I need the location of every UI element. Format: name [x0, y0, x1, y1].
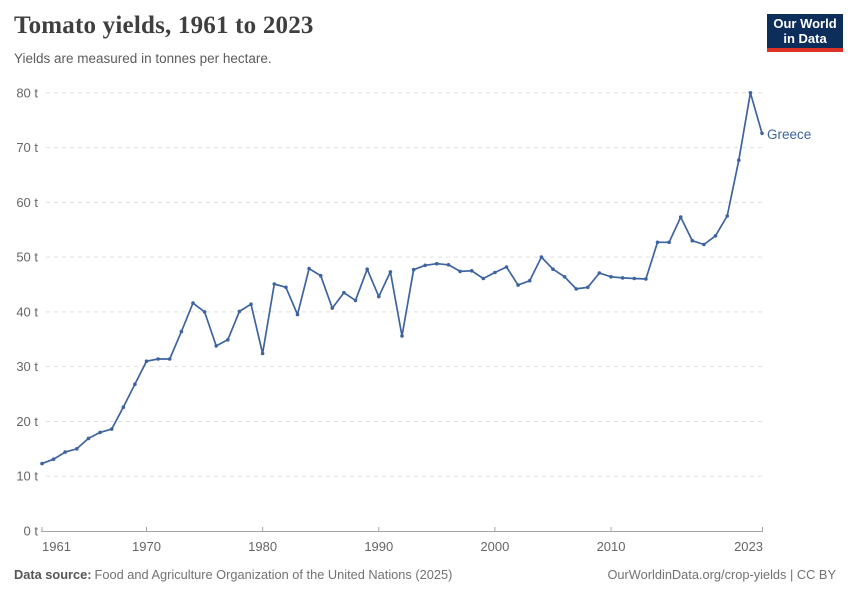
y-tick-label-40: 40 t: [16, 304, 38, 319]
data-point-2015: [667, 240, 671, 245]
data-point-1997: [458, 269, 462, 274]
data-point-1962: [51, 457, 56, 462]
data-point-1971: [156, 357, 160, 361]
y-tick-label-70: 70 t: [16, 140, 38, 155]
chart-subtitle: Yields are measured in tonnes per hectar…: [14, 51, 272, 66]
owid-logo[interactable]: Our World in Data: [767, 14, 843, 52]
data-point-1965: [86, 436, 91, 441]
y-tick-label-30: 30 t: [16, 359, 38, 374]
data-point-2018: [702, 242, 706, 247]
x-tick-label-1961: 1961: [42, 539, 71, 554]
data-point-2022: [748, 91, 753, 95]
data-point-1985: [318, 273, 323, 278]
data-point-1978: [237, 309, 242, 314]
data-point-2010: [609, 275, 613, 279]
data-point-2002: [516, 283, 520, 287]
data-point-1972: [167, 357, 172, 361]
data-point-1968: [121, 405, 126, 410]
series-label-greece: Greece: [767, 127, 812, 142]
credit-link[interactable]: OurWorldinData.org/crop-yields | CC BY: [607, 567, 836, 582]
data-point-1981: [272, 282, 277, 286]
y-tick-label-50: 50 t: [16, 250, 38, 265]
y-tick-label-0: 0 t: [24, 524, 39, 539]
data-point-1991: [388, 270, 393, 274]
data-point-1983: [295, 312, 300, 317]
x-tick-label-1980: 1980: [248, 539, 277, 554]
y-tick-label-60: 60 t: [16, 195, 38, 210]
x-tick-label-2000: 2000: [480, 539, 509, 554]
series-line-greece[interactable]: [41, 91, 763, 465]
data-point-2007: [574, 287, 578, 291]
data-point-1970: [144, 359, 149, 364]
data-point-2008: [586, 285, 590, 290]
data-point-1977: [226, 338, 230, 342]
chart-title: Tomato yields, 1961 to 2023: [14, 12, 314, 39]
x-tick-label-2023: 2023: [734, 539, 763, 554]
data-point-1974: [191, 301, 195, 305]
x-tick-label-1990: 1990: [364, 539, 393, 554]
data-point-2006: [562, 275, 567, 279]
data-point-1990: [377, 294, 381, 299]
data-point-1987: [342, 290, 346, 295]
data-point-2020: [725, 214, 729, 218]
data-point-2016: [678, 215, 683, 219]
data-point-2012: [632, 276, 637, 281]
data-point-1982: [284, 285, 288, 290]
data-point-1996: [446, 263, 451, 267]
data-point-1975: [202, 310, 207, 314]
data-point-1992: [400, 334, 404, 338]
data-point-1966: [98, 430, 102, 435]
data-point-2003: [527, 278, 532, 283]
data-point-2017: [690, 238, 695, 243]
data-point-1999: [481, 276, 486, 281]
y-tick-label-80: 80 t: [16, 85, 38, 100]
data-point-2014: [655, 240, 660, 245]
data-point-2009: [597, 271, 602, 275]
data-point-2005: [551, 267, 555, 272]
data-point-1980: [260, 351, 265, 356]
data-source-label: Data source:: [14, 567, 92, 582]
data-point-1979: [249, 302, 253, 307]
data-point-1984: [307, 266, 311, 271]
data-point-1993: [411, 267, 416, 272]
data-point-1994: [423, 263, 428, 268]
data-point-1969: [133, 382, 137, 387]
data-point-1967: [109, 427, 114, 431]
data-point-2023: [760, 131, 764, 136]
data-point-2001: [504, 265, 509, 269]
data-point-2021: [737, 158, 741, 162]
data-point-2011: [620, 276, 625, 280]
data-point-1976: [214, 344, 218, 348]
data-source-text: Food and Agriculture Organization of the…: [94, 567, 453, 582]
data-point-2004: [539, 255, 544, 259]
owid-logo-line1: Our World: [773, 16, 837, 31]
data-point-2013: [644, 277, 648, 281]
data-point-1963: [63, 450, 67, 454]
data-source: Data source: Food and Agriculture Organiz…: [14, 567, 452, 582]
data-point-1964: [75, 447, 79, 451]
data-point-2000: [493, 270, 497, 275]
chart-footer: Data source: Food and Agriculture Organiz…: [14, 567, 836, 582]
data-point-1988: [353, 298, 358, 303]
y-tick-label-20: 20 t: [16, 414, 38, 429]
owid-logo-line2: in Data: [783, 31, 827, 46]
data-point-1989: [365, 267, 370, 272]
data-point-1998: [469, 269, 474, 273]
data-point-1986: [330, 306, 335, 310]
y-tick-label-10: 10 t: [16, 469, 38, 484]
data-point-1973: [179, 329, 184, 334]
x-tick-label-1970: 1970: [132, 539, 161, 554]
data-point-1961: [40, 461, 44, 466]
data-point-1995: [435, 261, 439, 266]
x-tick-label-2010: 2010: [597, 539, 626, 554]
data-point-2019: [713, 234, 718, 238]
